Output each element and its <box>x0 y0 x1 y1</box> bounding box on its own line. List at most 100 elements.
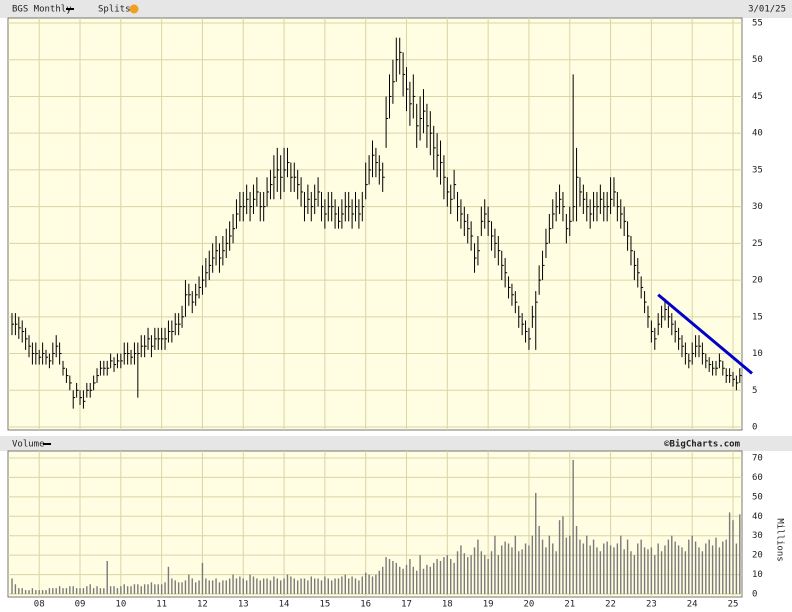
volume-bar <box>364 572 367 594</box>
volume-bar <box>732 520 734 594</box>
volume-bar <box>337 578 340 594</box>
volume-bar <box>150 582 153 594</box>
volume-bar <box>123 584 125 594</box>
volume-bar <box>514 535 517 594</box>
volume-bar <box>198 580 200 594</box>
volume-bar <box>572 459 574 594</box>
volume-bar <box>691 535 693 594</box>
volume-bar <box>654 555 656 594</box>
volume-bar <box>225 580 227 594</box>
y-tick-label: 35 <box>752 165 763 175</box>
volume-bar <box>521 549 523 594</box>
volume-bar <box>354 578 357 594</box>
trend-line <box>657 293 753 375</box>
volume-bar <box>677 545 680 594</box>
volume-bar <box>358 580 360 594</box>
y-tick-label: 40 <box>752 129 763 139</box>
x-tick-label: 13 <box>238 600 249 610</box>
volume-bar <box>558 520 561 594</box>
volume-bar <box>86 586 88 594</box>
volume-bar <box>327 578 329 594</box>
volume-bar <box>41 590 44 594</box>
volume-bar <box>416 570 418 594</box>
volume-bar <box>245 580 248 594</box>
chart-title: BGS Monthly <box>12 5 72 15</box>
volume-bar <box>497 555 500 594</box>
volume-bar <box>361 576 363 594</box>
splits-icon <box>129 4 139 14</box>
volume-panel <box>7 450 743 598</box>
volume-bar <box>235 578 238 594</box>
volume-bar <box>456 551 459 594</box>
volume-bar <box>429 566 432 594</box>
volume-bar <box>140 586 142 594</box>
volume-bar <box>511 547 513 594</box>
volume-bar <box>599 551 602 594</box>
volume-bar <box>14 584 17 594</box>
volume-header-bar <box>0 436 792 451</box>
volume-bar <box>480 551 483 594</box>
volume-bar <box>269 580 272 594</box>
volume-bar <box>698 547 700 594</box>
volume-bar <box>402 568 404 594</box>
volume-bar <box>24 590 27 594</box>
volume-bar <box>72 586 74 594</box>
volume-bar <box>392 560 394 594</box>
volume-bar <box>103 588 105 594</box>
x-tick-label: 22 <box>605 600 616 610</box>
volume-bar <box>439 560 442 594</box>
volume-bar <box>52 588 54 594</box>
volume-bar <box>35 590 37 594</box>
volume-bar <box>273 576 275 594</box>
volume-bar <box>725 539 727 594</box>
volume-bar <box>620 535 622 594</box>
y-tick-label: 30 <box>752 531 763 541</box>
x-tick-label: 24 <box>687 600 698 610</box>
y-tick-label: 25 <box>752 239 763 249</box>
volume-bar <box>38 590 40 594</box>
volume-bar <box>126 586 129 594</box>
volume-bar <box>399 566 401 594</box>
x-tick-label: 11 <box>156 600 167 610</box>
volume-bar <box>21 588 23 594</box>
volume-bar <box>739 514 741 594</box>
volume-bar <box>405 564 408 594</box>
volume-bar <box>177 582 180 594</box>
volume-bar <box>694 541 697 594</box>
volume-bar <box>667 539 670 594</box>
volume-bar <box>674 541 676 594</box>
volume-bar <box>65 588 68 594</box>
source-label: ©BigCharts.com <box>664 439 740 450</box>
volume-bar <box>633 555 636 594</box>
volume-bar <box>300 578 302 594</box>
volume-bar <box>538 526 540 594</box>
volume-bar <box>473 547 476 594</box>
volume-bar <box>711 545 714 594</box>
volume-bar <box>385 557 387 594</box>
y-axis-label: Millions <box>775 518 785 561</box>
date-label: 3/01/25 <box>748 5 786 15</box>
volume-bar <box>154 584 156 594</box>
volume-bar <box>494 535 496 594</box>
volume-bar <box>303 578 306 594</box>
splits-label: Splits <box>98 5 131 15</box>
x-tick-label: 09 <box>75 600 86 610</box>
volume-bar <box>647 549 649 594</box>
volume-bar <box>582 543 585 594</box>
y-tick-label: 0 <box>752 590 757 600</box>
volume-bar <box>259 580 261 594</box>
volume-bar <box>684 551 687 594</box>
volume-bar <box>215 578 217 594</box>
volume-bar <box>106 560 108 594</box>
volume-bar <box>293 578 295 594</box>
y-tick-label: 15 <box>752 312 763 322</box>
x-tick-label: 21 <box>564 600 575 610</box>
volume-bar <box>218 582 221 594</box>
volume-bar <box>569 535 571 594</box>
volume-bar <box>463 553 466 594</box>
volume-bar <box>616 543 619 594</box>
legend-swatch <box>43 443 51 445</box>
volume-bar <box>718 547 721 594</box>
y-tick-label: 55 <box>752 19 763 29</box>
volume-bar <box>660 551 663 594</box>
